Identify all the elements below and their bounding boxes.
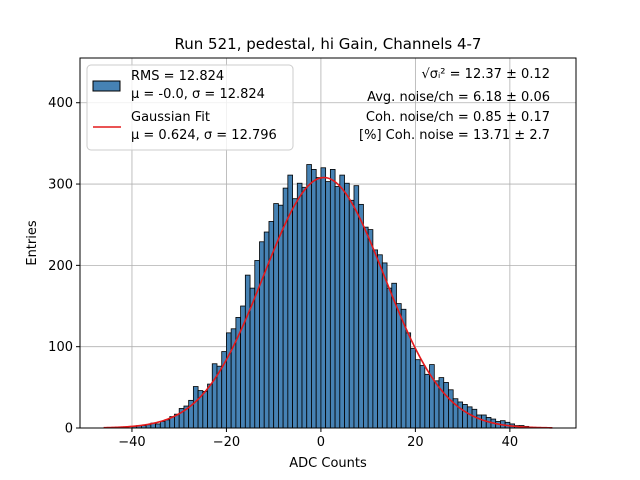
y-axis-ticks: 0 100 200 300 400 [48,96,80,437]
legend-swatch-histogram [92,80,121,92]
noise-annotations: √σᵢ² = 12.37 ± 0.12 Avg. noise/ch = 6.18… [359,67,550,143]
histogram-bar [377,254,383,429]
histogram-bar [211,363,218,429]
histogram-bar [192,386,199,429]
histogram-bar [386,287,393,429]
histogram-bar [306,164,312,429]
histogram-bar [259,241,265,429]
histogram-bar [443,382,449,429]
x-tick-label: 40 [502,435,519,450]
histogram-bar [433,380,440,429]
histogram-bar [263,231,270,429]
y-tick-label: 300 [48,178,73,193]
gaussian-fit-curve [103,176,553,429]
y-tick-label: 100 [48,340,73,355]
annotation-coh-noise-percent: [%] Coh. noise = 13.71 ± 2.7 [359,128,550,143]
histogram-bar [381,262,388,429]
histogram-bar [462,404,468,429]
histogram-bar [410,347,416,429]
histogram-bar [296,182,303,429]
histogram-bar [466,406,473,429]
histogram-bar [419,364,426,429]
histogram-bar [226,332,232,429]
histogram-bar [476,414,482,429]
histogram-bar [315,177,322,429]
histogram-bar [320,167,327,429]
legend-box [86,64,294,151]
histogram-bar [471,408,478,429]
histogram-bar [438,377,445,429]
histogram-bar [448,389,454,429]
y-tick-label: 200 [48,259,73,274]
histogram-bar [207,383,213,429]
x-tick-label: −40 [118,435,145,450]
histogram-bar [311,169,317,429]
annotation-sigma: √σᵢ² = 12.37 ± 0.12 [421,67,550,82]
x-tick-label: −20 [213,435,240,450]
histogram-bar [348,199,355,429]
histogram-bar [155,423,161,429]
x-tick-label: 20 [407,435,424,450]
legend-label-histogram: RMS = 12.824 [131,69,224,84]
histogram-bar [372,249,378,429]
histogram-bar [325,181,331,429]
annotation-sigma-symbol: √σᵢ² [421,67,445,82]
histogram-bars [131,164,530,429]
histogram-bar [414,359,421,429]
histogram-bar [363,226,369,429]
x-tick-label: 0 [317,435,325,450]
histogram-bar [273,203,279,429]
x-axis-label: ADC Counts [289,456,367,471]
histogram-bar [244,274,251,429]
histogram-bar [329,169,336,429]
histogram-bar [353,185,360,429]
annotation-coh-noise: Coh. noise/ch = 0.85 ± 0.17 [366,110,550,125]
histogram-bar [292,198,298,429]
histogram-bar [367,229,374,429]
histogram-bar [339,174,345,429]
legend-label-fit: Gaussian Fit [131,110,210,125]
histogram-bar [396,303,402,429]
plot-frame [79,57,577,429]
histogram-bar [301,186,308,429]
histogram-bar [424,373,430,429]
y-axis-label: Entries [25,220,40,266]
histogram-bar [344,182,350,429]
legend-sublabel-histogram: μ = -0.0, σ = 12.824 [131,87,265,102]
histogram-bar [334,186,341,429]
annotation-sigma-value: = 12.37 ± 0.12 [446,67,550,82]
histogram-bar [164,419,171,429]
annotation-avg-noise: Avg. noise/ch = 6.18 ± 0.06 [367,90,550,105]
y-tick-label: 400 [48,96,73,111]
y-tick-label: 0 [65,422,73,437]
chart-title: Run 521, pedestal, hi Gain, Channels 4-7 [175,35,482,53]
legend: RMS = 12.824 μ = -0.0, σ = 12.824 Gaussi… [86,64,294,151]
histogram-bar [405,332,412,429]
histogram-bar [457,401,464,429]
legend-sublabel-fit: μ = 0.624, σ = 12.796 [131,128,277,143]
histogram-bar [159,421,166,429]
x-axis-ticks: −40 −20 0 20 40 [118,428,518,450]
histogram-bar [202,391,208,429]
histogram-bar [358,203,364,429]
